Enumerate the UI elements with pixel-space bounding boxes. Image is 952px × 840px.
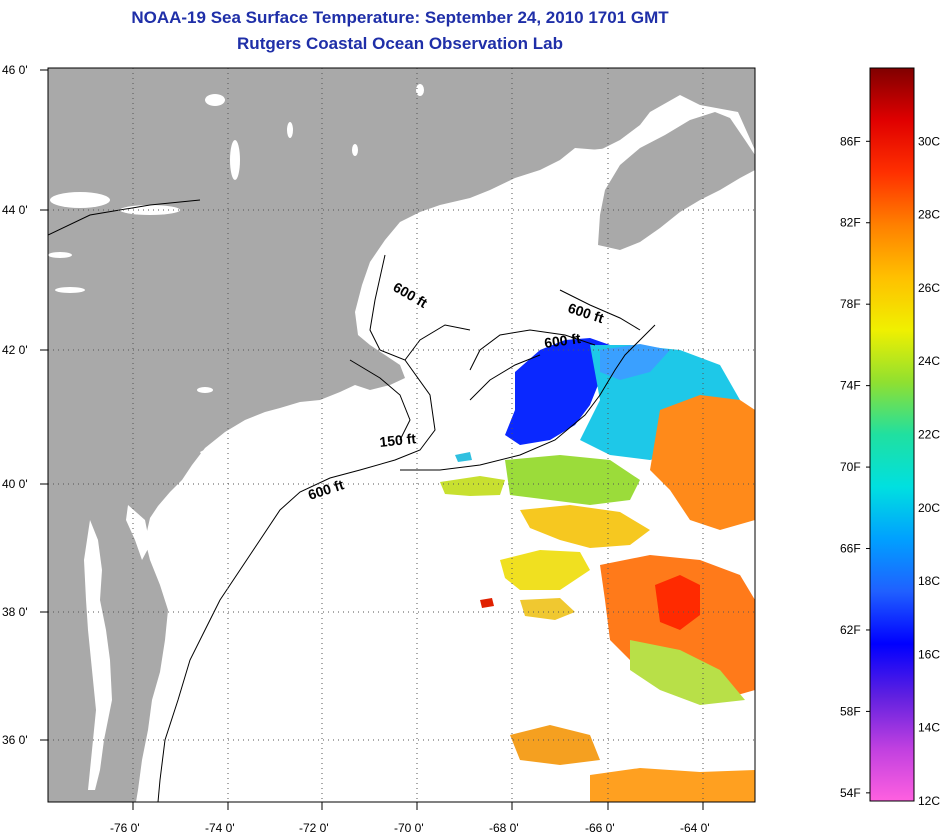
lat-tick-label: 44 0': [2, 203, 28, 217]
colorbar-fahrenheit-label: 70F: [840, 460, 861, 474]
lon-tick-label: -74 0': [205, 821, 235, 835]
colorbar-labels: 86F 82F 78F 74F 70F 66F 62F 58F 54F 30C 28C 26C 24C 2…: [840, 134, 940, 808]
lat-tick-label: 46 0': [2, 63, 28, 77]
lat-tick-label: 38 0': [2, 605, 28, 619]
contour-label: 150 ft: [379, 430, 417, 450]
chesapeake-bay: [84, 520, 112, 790]
map-subtitle: Rutgers Coastal Ocean Observation Lab: [237, 34, 563, 53]
long-island-sound: [200, 405, 330, 460]
contour-label: 600 ft: [543, 330, 582, 351]
lat-axis: [40, 69, 48, 741]
colorbar-celsius-label: 26C: [918, 281, 940, 295]
colorbar: [869, 67, 915, 802]
colorbar-fahrenheit-label: 74F: [840, 379, 861, 393]
colorbar-fahrenheit-label: 54F: [840, 786, 861, 800]
bathymetry-contours: [48, 199, 656, 802]
colorbar-celsius-label: 20C: [918, 501, 940, 515]
colorbar-celsius-label: 12C: [918, 794, 940, 808]
nova-scotia: [598, 112, 755, 250]
colorbar-fahrenheit-label: 66F: [840, 542, 861, 556]
lat-tick-label: 40 0': [2, 477, 28, 491]
lon-tick-label: -72 0': [299, 821, 329, 835]
colorbar-fahrenheit-label: 86F: [840, 134, 861, 148]
lon-tick-label: -68 0': [489, 821, 519, 835]
colorbar-fahrenheit-label: 82F: [840, 216, 861, 230]
sst-data: [440, 338, 755, 802]
colorbar-fahrenheit-label: 62F: [840, 623, 861, 637]
lon-tick-label: -64 0': [680, 821, 710, 835]
colorbar-fahrenheit-label: 78F: [840, 297, 861, 311]
map-frame: [47, 67, 756, 803]
delaware-bay: [126, 505, 150, 560]
lat-tick-label: 36 0': [2, 733, 28, 747]
us-mainland: [48, 68, 755, 802]
colorbar-celsius-label: 16C: [918, 647, 940, 661]
lon-axis: [132, 802, 704, 810]
colorbar-fahrenheit-label: 58F: [840, 704, 861, 718]
lon-tick-label: -66 0': [585, 821, 615, 835]
colorbar-celsius-label: 14C: [918, 721, 940, 735]
lat-tick-label: 42 0': [2, 343, 28, 357]
colorbar-celsius-label: 22C: [918, 428, 940, 442]
map-title: NOAA-19 Sea Surface Temperature: Septemb…: [131, 8, 669, 27]
inland-lakes: [48, 84, 424, 393]
lon-tick-label: -76 0': [110, 821, 140, 835]
lon-tick-label: -70 0': [394, 821, 424, 835]
colorbar-celsius-label: 24C: [918, 354, 940, 368]
colorbar-celsius-label: 18C: [918, 574, 940, 588]
bay-of-fundy: [560, 148, 625, 220]
colorbar-celsius-label: 30C: [918, 134, 940, 148]
colorbar-celsius-label: 28C: [918, 208, 940, 222]
